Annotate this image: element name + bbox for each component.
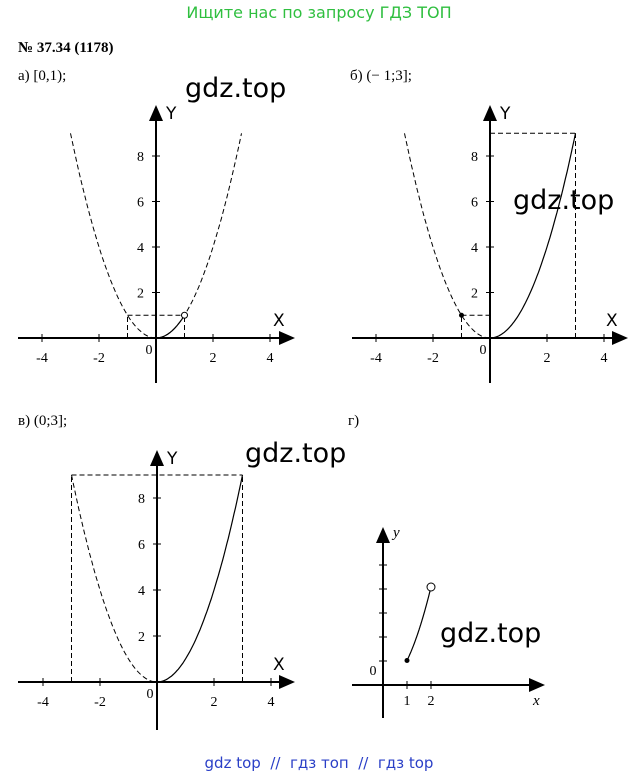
x-tick-label: 2 [210,351,217,366]
y-tick-label: 6 [137,196,144,211]
y-tick-label: 8 [137,150,144,165]
x-axis-label: X [273,311,285,331]
x-tick-label: -2 [94,695,106,710]
y-tick-label: 2 [471,287,478,302]
filled-point [404,658,410,663]
y-tick-label: 4 [138,584,145,599]
y-axis-label: Y [165,104,177,124]
x-tick-label: -4 [36,351,48,366]
y-axis-label: Y [499,104,511,124]
x-tick-label: 2 [428,694,435,709]
x-arrow [279,675,295,689]
x-arrow [279,331,295,345]
dashed-curve [404,133,491,339]
x-tick-label: 2 [544,351,551,366]
x-tick-label: 4 [601,351,608,366]
panel-label: а) [0,1); [18,68,66,84]
origin-label: 0 [480,343,487,358]
solid-curve [156,314,185,339]
y-arrow [376,527,390,543]
solid-curve [406,586,432,661]
footer: gdz top // гдз топ // гдз top [205,754,434,772]
panel-label: в) (0;3]; [18,413,67,429]
solid-curve [156,474,244,683]
y-tick-label: 2 [137,287,144,302]
watermark: gdz.top [185,73,286,104]
y-tick-label: 6 [471,196,478,211]
y-tick-label: 2 [138,630,145,645]
y-arrow [150,450,164,466]
y-axis-label: y [391,525,400,541]
y-tick-label: 4 [137,241,144,256]
x-axis-label: X [273,655,285,675]
y-tick-label: 8 [471,150,478,165]
filled-point [459,312,464,318]
watermark: gdz.top [513,185,614,216]
x-arrow [612,331,628,345]
x-tick-label: 4 [267,351,274,366]
x-tick-label: 1 [404,694,411,709]
watermark: gdz.top [440,618,541,649]
y-arrow [149,105,163,121]
problem-number: № 37.34 (1178) [18,40,114,56]
panel-label: г) [348,413,359,429]
x-axis-label: X [606,311,618,331]
x-tick-label: -2 [427,351,439,366]
x-tick-label: 2 [211,695,218,710]
y-arrow [483,105,497,121]
open-point [426,582,436,592]
x-tick-label: -2 [93,351,105,366]
watermark: gdz.top [245,438,346,469]
y-axis-label: Y [166,449,178,469]
y-tick-label: 6 [138,538,145,553]
header: Ищите нас по запросу ГДЗ ТОП [186,3,451,22]
x-axis-label: x [532,693,540,709]
open-point [181,311,188,319]
solid-curve [489,133,577,339]
x-tick-label: -4 [37,695,49,710]
origin-label: 0 [370,664,377,679]
x-tick-label: -4 [370,351,382,366]
origin-label: 0 [147,687,154,702]
y-tick-label: 4 [471,241,478,256]
dashed-curve [71,474,158,683]
x-tick-label: 4 [268,695,275,710]
origin-label: 0 [146,343,153,358]
panel-label: б) (− 1;3]; [350,68,412,84]
y-tick-label: 8 [138,492,145,507]
x-arrow [529,678,545,692]
